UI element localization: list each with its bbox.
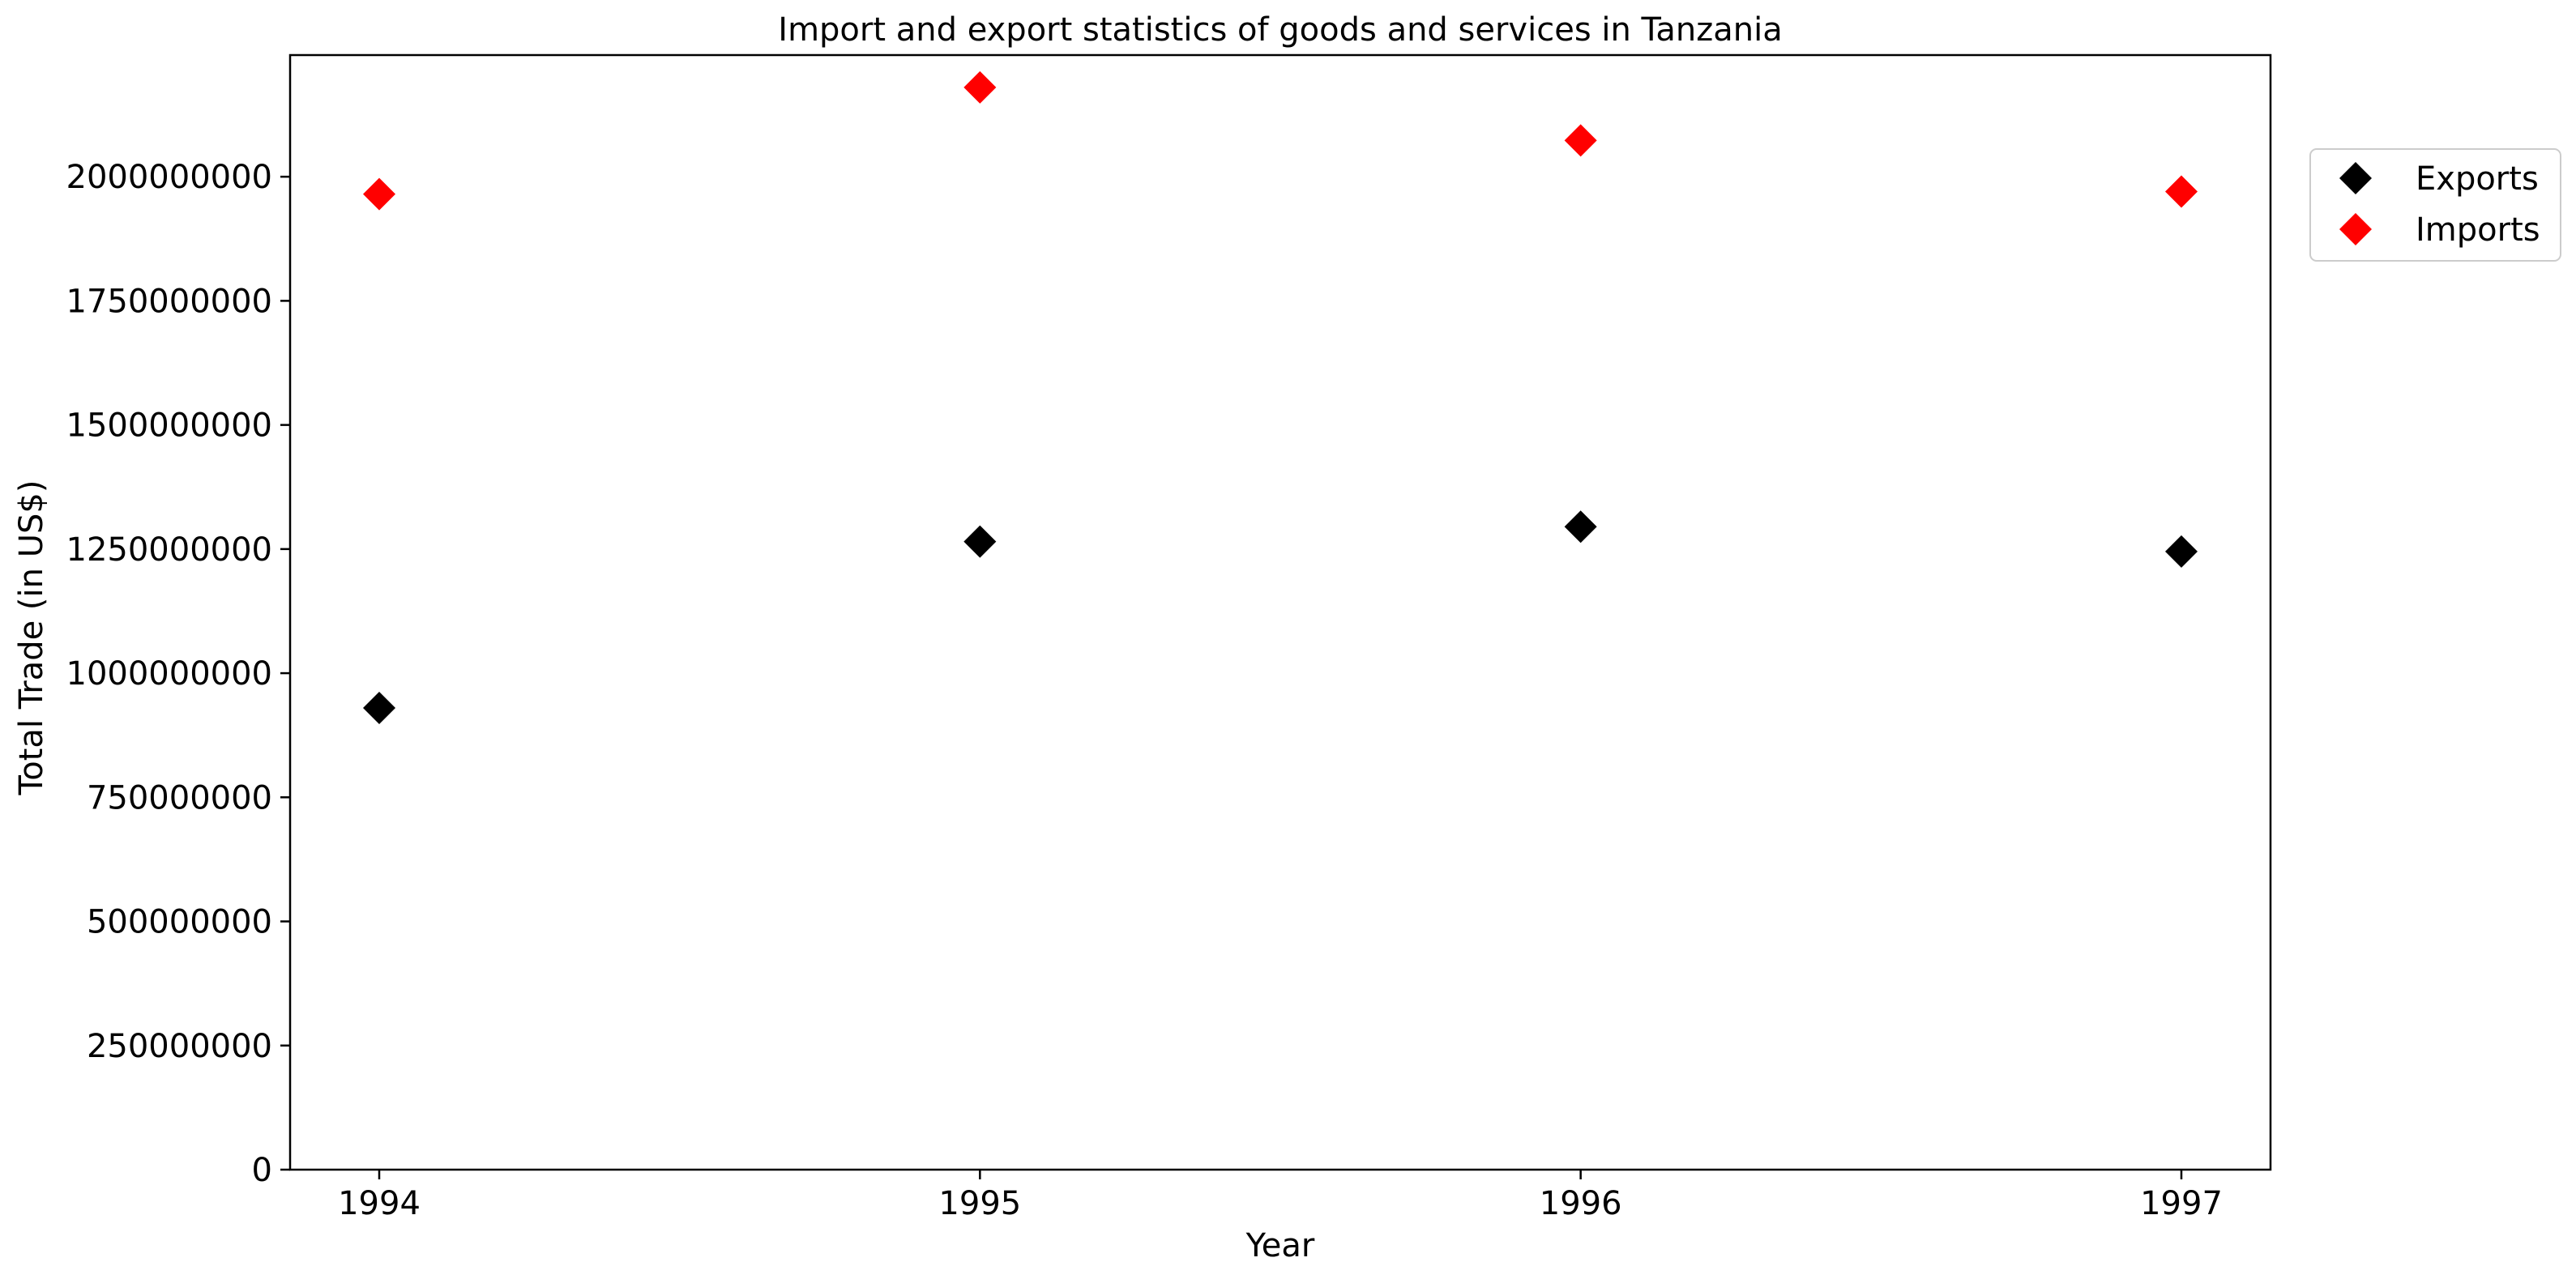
x-tick-label: 1994 [338,1185,421,1222]
exports-point [2165,535,2198,568]
exports-point [963,525,997,558]
y-tick-label: 0 [252,1152,272,1189]
plot-area [288,53,2272,1171]
legend-imports-label: Imports [2416,211,2540,249]
imports-point [2165,175,2198,208]
y-tick-label: 1250000000 [66,531,273,569]
legend-exports-label: Exports [2416,160,2539,198]
y-tick-label: 1750000000 [66,283,273,320]
legend-exports-marker [2339,162,2372,194]
imports-point [963,70,997,104]
imports-point [363,177,395,211]
y-tick-label: 250000000 [87,1028,272,1065]
y-axis: 0 250000000 500000000 750000000 1000000000 12… [66,159,290,1189]
y-tick-label: 2000000000 [66,159,273,196]
imports-point [1564,124,1597,157]
y-tick-label: 500000000 [87,904,272,941]
x-tick-label: 1996 [1540,1185,1622,1222]
y-tick-label: 1500000000 [66,407,273,445]
x-axis: 1994 1995 1996 1997 [338,1170,2223,1222]
y-tick-label: 750000000 [87,779,272,816]
x-axis-label: Year [1245,1227,1315,1264]
legend-imports-marker [2339,213,2372,245]
legend: Exports Imports [2309,148,2561,262]
data-points [363,70,2198,724]
exports-point [363,691,395,724]
exports-point [1564,510,1597,544]
legend-box [2309,148,2561,262]
chart-title: Import and export statistics of goods an… [778,11,1782,49]
y-tick-label: 1000000000 [66,655,273,693]
plot-frame [288,53,2272,1171]
x-tick-label: 1997 [2140,1185,2223,1222]
y-axis-label: Total Trade (in US$) [13,480,50,796]
x-tick-label: 1995 [938,1185,1021,1222]
